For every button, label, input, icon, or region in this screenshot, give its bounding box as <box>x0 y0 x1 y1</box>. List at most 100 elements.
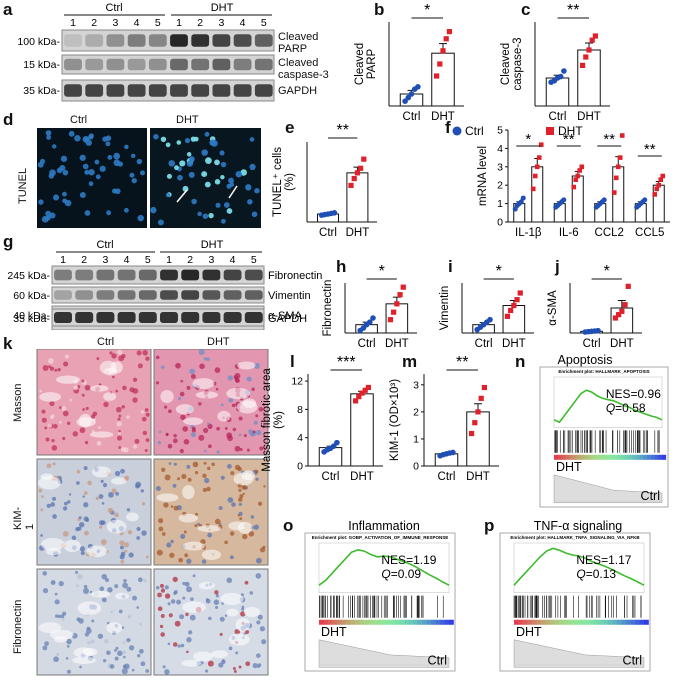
tubule-lumen <box>89 431 114 438</box>
blot-band <box>181 269 200 281</box>
tissue-dot <box>164 405 168 409</box>
gsea-es-box <box>553 376 663 428</box>
nucleus-dot <box>190 136 196 142</box>
data-point <box>658 177 664 182</box>
tissue-dot <box>158 518 164 524</box>
tissue-dot <box>41 417 47 423</box>
tissue-dot <box>46 463 52 469</box>
tissue-dot <box>95 496 99 501</box>
blot-band <box>212 58 231 71</box>
rank-gradient <box>545 619 551 625</box>
tubule-lumen <box>40 537 65 551</box>
lane-number: 4 <box>124 254 130 266</box>
tissue-dot <box>164 593 171 599</box>
tissue-dot <box>159 624 164 629</box>
tissue-dot <box>179 391 185 397</box>
blot-band <box>117 312 136 323</box>
tissue-dot <box>139 622 143 626</box>
data-point <box>625 283 631 289</box>
tissue-dot <box>132 595 137 601</box>
panel-letter-i: i <box>448 257 453 276</box>
tubule-lumen <box>228 633 250 646</box>
rank-gradient <box>359 619 365 625</box>
tubule-lumen <box>82 648 98 656</box>
nucleus-dot <box>53 194 60 201</box>
tissue-dot <box>158 526 164 532</box>
rank-gradient <box>444 619 450 625</box>
blot-band <box>85 84 104 97</box>
tissue-dot <box>208 444 212 449</box>
tissue-dot <box>99 525 103 529</box>
tissue-dot <box>114 470 121 477</box>
panel-letter-b: b <box>374 0 385 19</box>
significance-label: * <box>379 263 385 280</box>
nucleus-dot <box>160 136 167 143</box>
nucleus-dot <box>188 171 195 178</box>
blot-g-protein-label: Vimentin <box>268 290 311 302</box>
tissue-dot <box>129 645 135 651</box>
tissue-dot <box>40 508 44 512</box>
gsea-plot-title: Enrichment plot: HALLMARK_APOPTOSIS <box>558 369 649 374</box>
tissue-dot <box>52 423 58 429</box>
nucleus-dot <box>48 173 55 179</box>
gsea-nes: NES=1.19 <box>381 553 436 567</box>
tubule-lumen <box>197 525 222 533</box>
tissue-dot <box>239 494 244 499</box>
tissue-dot <box>57 368 61 372</box>
data-point <box>504 313 511 319</box>
data-point <box>514 297 520 303</box>
nucleus-dot <box>221 218 226 224</box>
nucleus-dot <box>247 199 253 205</box>
tubule-lumen <box>226 387 251 400</box>
data-point <box>611 190 617 195</box>
tissue-dot <box>119 545 124 550</box>
nucleus-dot <box>214 179 221 185</box>
tissue-dot <box>234 445 241 452</box>
tissue-dot <box>79 427 86 434</box>
blot-band <box>160 312 178 323</box>
data-point <box>520 195 526 201</box>
tubule-lumen <box>217 410 231 422</box>
blot-band <box>181 290 200 300</box>
tubule-lumen <box>236 400 258 414</box>
data-point <box>478 395 484 401</box>
tissue-dot <box>227 435 233 442</box>
blot-band <box>170 84 188 97</box>
tubule-lumen <box>40 473 54 480</box>
tissue-dot <box>234 464 241 471</box>
tissue-dot <box>42 587 49 594</box>
lane-number: 1 <box>70 17 76 29</box>
tissue-dot <box>238 488 242 492</box>
gsea-es-box <box>513 542 645 593</box>
data-point <box>394 301 400 307</box>
blot-band <box>212 34 231 47</box>
tissue-dot <box>90 639 95 644</box>
nucleus-dot <box>52 144 57 149</box>
tissue-dot <box>178 557 184 563</box>
tissue-dot <box>238 665 242 669</box>
lane-number: 4 <box>134 17 140 29</box>
tissue-dot <box>227 464 232 469</box>
data-point <box>619 133 625 138</box>
panel-letter-f: f <box>445 118 451 137</box>
tissue-dot <box>244 580 249 585</box>
tissue-dot <box>255 557 262 564</box>
y-tick-label: 3 <box>413 379 419 391</box>
tubule-lumen <box>91 466 111 478</box>
nucleus-dot <box>186 160 194 167</box>
legend-dht-marker <box>546 127 554 135</box>
rank-gradient <box>386 619 392 625</box>
tissue-dot <box>167 602 171 606</box>
tissue-dot <box>64 501 68 506</box>
tubule-lumen <box>110 361 123 374</box>
tubule-lumen <box>181 659 202 667</box>
rank-gradient <box>639 454 644 460</box>
nucleus-dot <box>249 163 256 171</box>
tissue-dot <box>86 628 92 634</box>
tissue-dot <box>180 379 184 383</box>
tissue-dot <box>254 469 259 474</box>
tissue-dot <box>115 491 120 496</box>
rank-gradient <box>536 619 542 625</box>
data-point <box>387 317 394 323</box>
